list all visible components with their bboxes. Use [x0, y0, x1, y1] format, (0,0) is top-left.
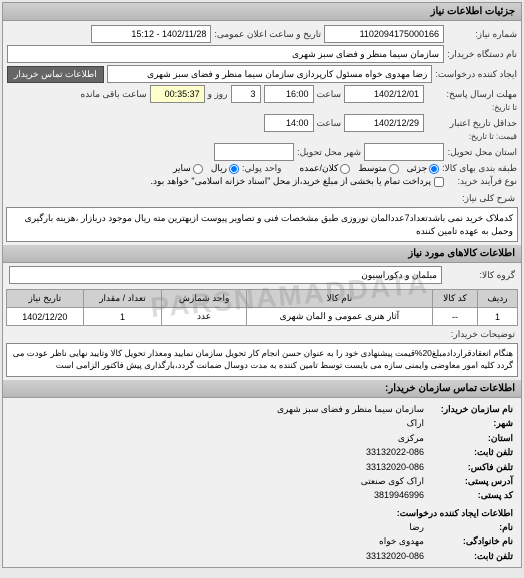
- buyer-notes-label: توضیحات خریدار:: [445, 329, 515, 340]
- packaging-partial[interactable]: جزئی: [407, 163, 440, 174]
- contact-fax: 33132020-086: [366, 460, 424, 474]
- buyer-name-field: سازمان سیما منظر و فضای سبز شهری: [7, 45, 444, 63]
- contact-province: مرکزی: [398, 431, 424, 445]
- request-number-field: 1102094175000166: [324, 25, 444, 43]
- deadline-time-field: 16:00: [264, 85, 314, 103]
- contact-city: اراک: [407, 416, 424, 430]
- validity-time-field: 14:00: [264, 114, 314, 132]
- validity-to-label: قیمت: تا تاریخ:: [427, 132, 517, 141]
- contact-postal: 3819946996: [374, 488, 424, 502]
- remaining-suffix: ساعت باقی مانده: [81, 89, 147, 100]
- goods-header: اطلاعات کالاهای مورد نیاز: [3, 245, 521, 263]
- delivery-location-label: استان محل تحویل:: [447, 147, 517, 158]
- buyer-notes-box: هنگام انعقادقراردادمبلغ20%قیمت پیشنهادی …: [6, 343, 518, 377]
- packaging-label: طبقه بندی بهای کالا:: [442, 163, 517, 174]
- buyer-name-label: نام دستگاه خریدار:: [447, 49, 517, 60]
- validity-label: حداقل تاریخ اعتبار: [427, 118, 517, 129]
- time-label-2: ساعت: [317, 118, 342, 129]
- contact-address: اراک کوی صنعتی: [361, 474, 424, 488]
- contact-city-label: شهر:: [428, 416, 513, 430]
- contact-phone: 33132022-086: [366, 445, 424, 459]
- requester-label: ایجاد کننده درخواست:: [435, 69, 517, 80]
- contact-fax-label: تلفن فاکس:: [428, 460, 513, 474]
- contact-province-label: استان:: [428, 431, 513, 445]
- delivery-city-label: شهر محل تحویل:: [297, 147, 361, 158]
- contact-surname: مهدوی خواه: [379, 534, 424, 548]
- contact-surname-label: نام خانوادگی:: [428, 534, 513, 548]
- packaging-medium[interactable]: متوسط: [358, 163, 398, 174]
- currency-rial[interactable]: ریال: [211, 163, 239, 174]
- contact-req-phone: 33132020-086: [366, 549, 424, 563]
- request-number-label: شماره نیاز:: [447, 29, 517, 40]
- remaining-days-field: 3: [231, 85, 261, 103]
- requester-field: رضا مهدوی خواه مسئول کارپردازی سازمان سی…: [107, 65, 433, 83]
- remaining-time-field: 00:35:37: [150, 85, 205, 103]
- buyer-contact-button[interactable]: اطلاعات تماس خریدار: [7, 66, 104, 83]
- table-row: 1--آثار هنری عمومی و المان شهریعدد11402/…: [7, 308, 518, 326]
- contact-org: سازمان سیما منظر و فضای سبز شهری: [277, 402, 424, 416]
- description-box: کدملاک خرید نمی باشدتعداد7عددالمان نوروز…: [6, 207, 518, 242]
- contact-org-label: نام سازمان خریدار:: [428, 402, 513, 416]
- goods-group-field: مبلمان و دکوراسیون: [9, 266, 442, 284]
- announce-date-field: 1402/11/28 - 15:12: [91, 25, 211, 43]
- currency-label: واحد پولي:: [242, 163, 282, 174]
- desc-label: شرح کلی نیاز:: [445, 193, 515, 204]
- table-header: ردیف: [478, 290, 518, 308]
- payment-checkbox[interactable]: پرداخت تمام یا بخشی از مبلغ خرید،از محل …: [151, 176, 444, 187]
- deadline-date-field: 1402/12/01: [344, 85, 424, 103]
- contact-postal-label: کد پستی:: [428, 488, 513, 502]
- delivery-city-field: [214, 143, 294, 161]
- contact-address-label: آدرس پستی:: [428, 474, 513, 488]
- delivery-location-field: [364, 143, 444, 161]
- currency-radio-group: ریال سایر: [173, 163, 239, 174]
- table-header: تعداد / مقدار: [83, 290, 162, 308]
- packaging-bulk[interactable]: کلان/عمده: [300, 163, 351, 174]
- contact-phone-label: تلفن ثابت:: [428, 445, 513, 459]
- contact-name-label: نام:: [428, 520, 513, 534]
- table-header: نام کالا: [246, 290, 432, 308]
- currency-other[interactable]: سایر: [173, 163, 203, 174]
- table-cell: 1: [478, 308, 518, 326]
- table-cell: آثار هنری عمومی و المان شهری: [246, 308, 432, 326]
- packaging-radio-group: جزئی متوسط کلان/عمده: [300, 163, 440, 174]
- goods-group-label: گروه کالا:: [445, 270, 515, 281]
- time-label-1: ساعت: [317, 89, 342, 100]
- table-header: تاریخ نیاز: [7, 290, 84, 308]
- payment-type-label: نوع فرآیند خرید:: [447, 176, 517, 187]
- contact-req-phone-label: تلفن ثابت:: [428, 549, 513, 563]
- validity-date-field: 1402/12/29: [344, 114, 424, 132]
- table-cell: 1: [83, 308, 162, 326]
- table-header: کد کالا: [432, 290, 477, 308]
- deadline-to-label: تا تاریخ:: [427, 103, 517, 112]
- table-cell: 1402/12/20: [7, 308, 84, 326]
- goods-table: ردیفکد کالانام کالاواحد شمارشتعداد / مقد…: [6, 289, 518, 326]
- deadline-label: مهلت ارسال پاسخ:: [427, 89, 517, 100]
- table-cell: --: [432, 308, 477, 326]
- remaining-days-label: روز و: [208, 89, 228, 100]
- requester-section-label: اطلاعات ایجاد کننده درخواست:: [397, 506, 513, 520]
- table-header: واحد شمارش: [162, 290, 247, 308]
- table-cell: عدد: [162, 308, 247, 326]
- announce-date-label: تاریخ و ساعت اعلان عمومی:: [214, 29, 321, 40]
- contact-header: اطلاعات تماس سازمان خریدار:: [3, 380, 521, 398]
- contact-name: رضا: [409, 520, 424, 534]
- page-header: جزئیات اطلاعات نیاز: [3, 3, 521, 21]
